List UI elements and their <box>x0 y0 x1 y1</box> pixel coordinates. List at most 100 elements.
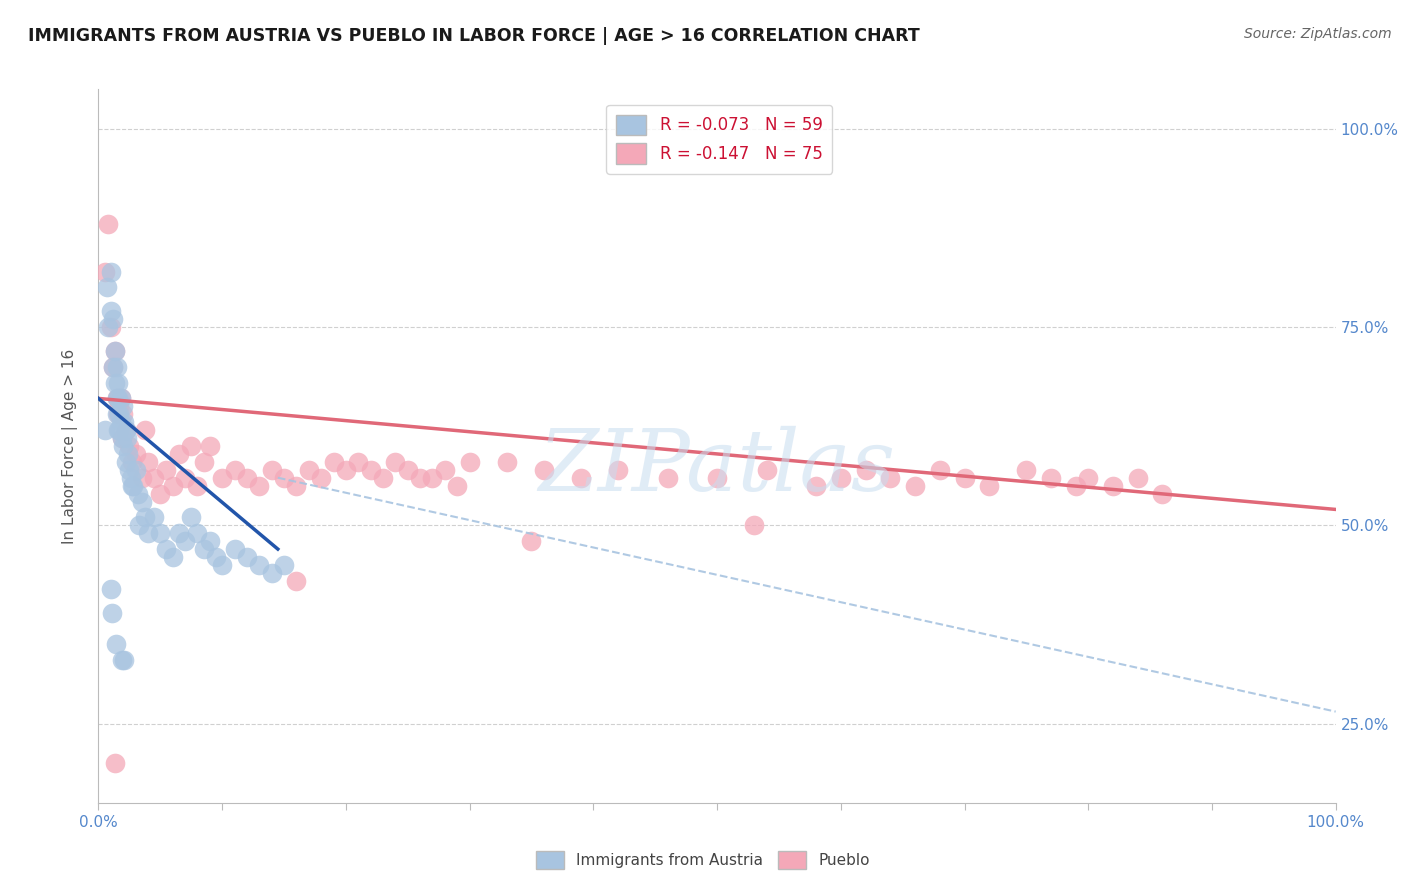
Point <box>495 455 517 469</box>
Point <box>115 431 138 445</box>
Point <box>205 549 228 564</box>
Point <box>134 510 156 524</box>
Point <box>107 407 129 421</box>
Point <box>122 478 145 492</box>
Point <box>162 549 184 564</box>
Point <box>118 439 141 453</box>
Point <box>804 478 827 492</box>
Point <box>260 463 283 477</box>
Point <box>100 264 122 278</box>
Point <box>396 463 419 477</box>
Point <box>1077 471 1099 485</box>
Point <box>409 471 432 485</box>
Point <box>879 471 901 485</box>
Point <box>285 478 308 492</box>
Point <box>107 423 129 437</box>
Point <box>285 574 308 588</box>
Text: ZIPatlas: ZIPatlas <box>538 426 896 508</box>
Point <box>108 423 131 437</box>
Point <box>446 478 468 492</box>
Point <box>607 463 630 477</box>
Point <box>110 415 132 429</box>
Point <box>186 478 208 492</box>
Point <box>211 558 233 572</box>
Point <box>371 471 394 485</box>
Point <box>114 423 136 437</box>
Point <box>134 423 156 437</box>
Point <box>103 359 125 374</box>
Point <box>103 312 125 326</box>
Point <box>120 471 142 485</box>
Point <box>979 478 1001 492</box>
Point <box>114 455 136 469</box>
Point <box>1015 463 1038 477</box>
Point <box>335 463 357 477</box>
Point <box>93 423 115 437</box>
Point <box>155 542 177 557</box>
Point <box>105 392 128 406</box>
Point <box>458 455 481 469</box>
Point <box>953 471 976 485</box>
Point <box>309 471 332 485</box>
Point <box>830 471 852 485</box>
Point <box>112 400 135 414</box>
Point <box>167 526 190 541</box>
Point <box>131 494 153 508</box>
Text: Source: ZipAtlas.com: Source: ZipAtlas.com <box>1244 27 1392 41</box>
Point <box>105 392 128 406</box>
Point <box>121 455 143 469</box>
Point <box>107 376 129 390</box>
Point <box>124 447 146 461</box>
Point <box>162 478 184 492</box>
Point <box>155 463 177 477</box>
Point <box>186 526 208 541</box>
Point <box>103 359 125 374</box>
Legend: R = -0.073   N = 59, R = -0.147   N = 75: R = -0.073 N = 59, R = -0.147 N = 75 <box>606 104 832 174</box>
Point <box>1040 471 1063 485</box>
Point <box>111 431 134 445</box>
Point <box>273 558 295 572</box>
Point <box>198 534 221 549</box>
Point <box>520 534 543 549</box>
Point <box>108 407 131 421</box>
Point <box>97 217 120 231</box>
Point <box>110 392 132 406</box>
Point <box>755 463 778 477</box>
Point <box>224 463 246 477</box>
Point <box>105 407 128 421</box>
Point <box>193 542 215 557</box>
Point <box>103 343 125 358</box>
Point <box>136 455 159 469</box>
Point <box>93 264 115 278</box>
Point <box>103 756 125 771</box>
Point <box>928 463 950 477</box>
Point <box>273 471 295 485</box>
Point <box>706 471 728 485</box>
Point <box>174 471 197 485</box>
Point <box>131 471 153 485</box>
Point <box>180 439 202 453</box>
Point <box>112 407 135 421</box>
Point <box>136 526 159 541</box>
Y-axis label: In Labor Force | Age > 16: In Labor Force | Age > 16 <box>62 349 77 543</box>
Point <box>97 320 120 334</box>
Point <box>433 463 456 477</box>
Point <box>224 542 246 557</box>
Point <box>211 471 233 485</box>
Point <box>101 606 124 620</box>
Point <box>96 280 118 294</box>
Point <box>904 478 927 492</box>
Point <box>236 549 259 564</box>
Point <box>112 653 135 667</box>
Point <box>247 478 270 492</box>
Point <box>121 478 143 492</box>
Point <box>422 471 444 485</box>
Point <box>533 463 555 477</box>
Point <box>107 392 129 406</box>
Point <box>128 518 150 533</box>
Point <box>103 343 125 358</box>
Point <box>149 526 172 541</box>
Point <box>100 320 122 334</box>
Point <box>855 463 877 477</box>
Point <box>103 376 125 390</box>
